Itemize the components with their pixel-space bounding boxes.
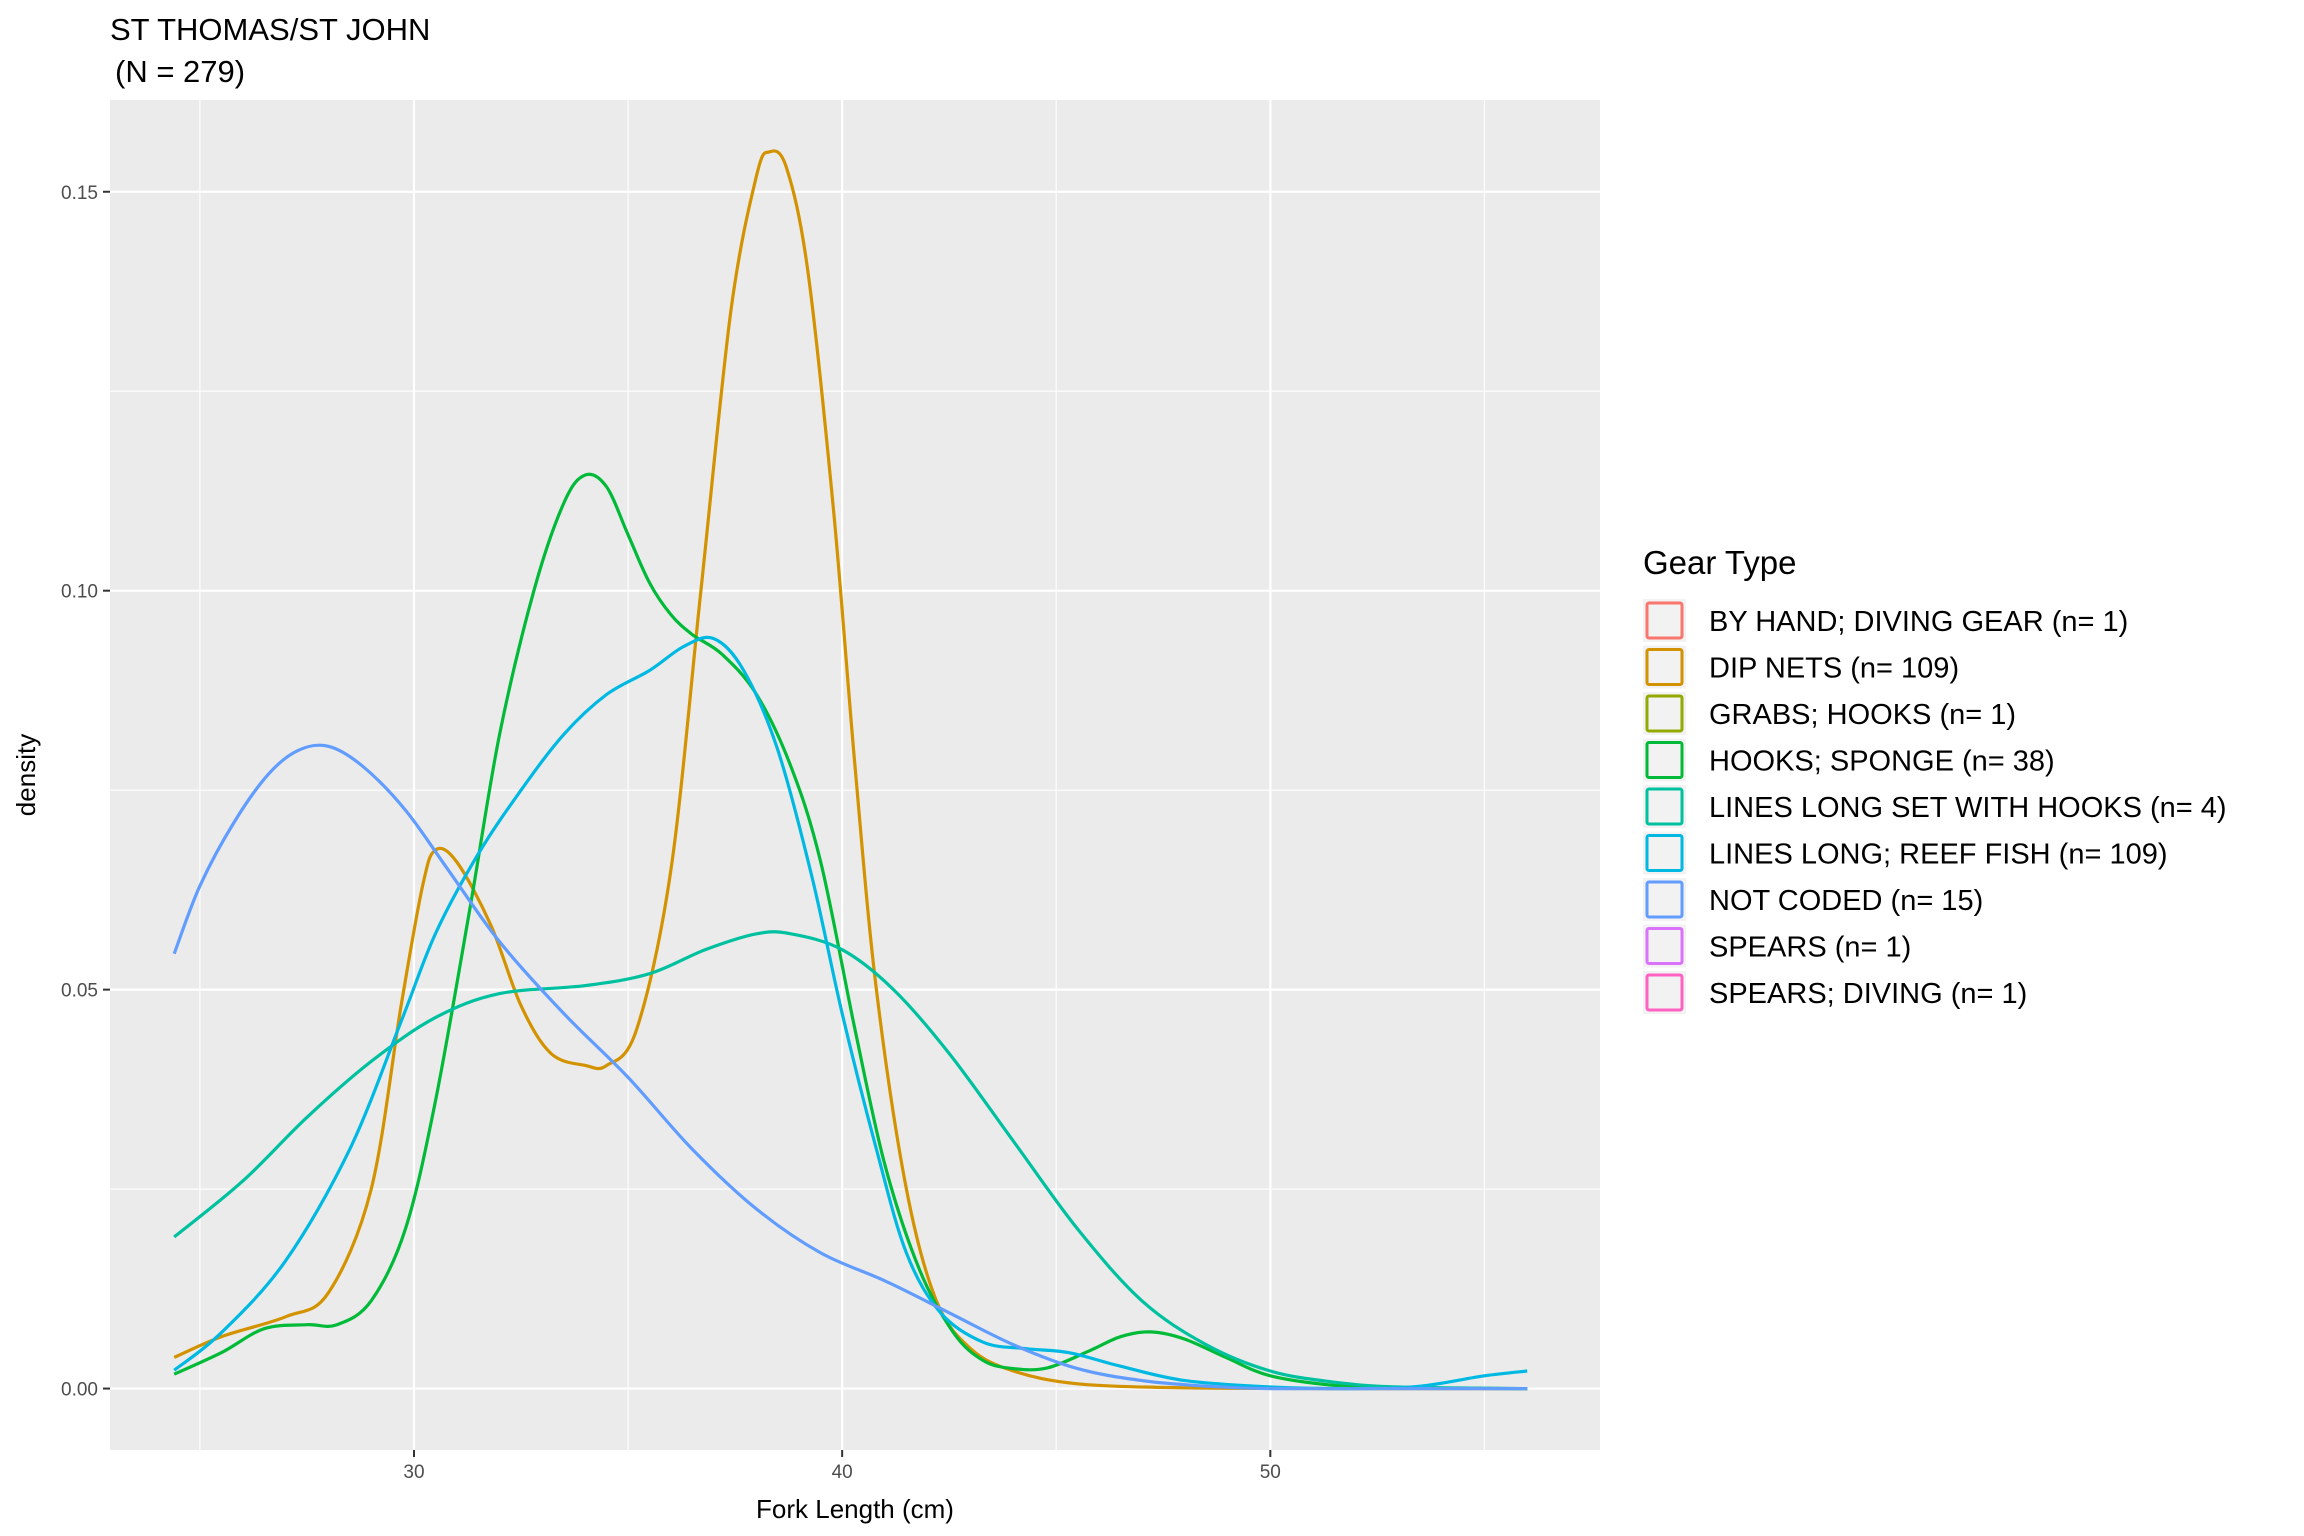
legend-key-swatch <box>1645 880 1684 919</box>
legend-item: DIP NETS (n= 109) <box>1643 645 1959 689</box>
legend-key-background <box>1643 785 1686 828</box>
legend-key-swatch <box>1645 741 1684 779</box>
legend-key-swatch <box>1645 601 1684 640</box>
y-axis-title: density <box>11 734 41 816</box>
y-tick-label: 0.10 <box>61 582 98 603</box>
y-tick-label: 0.15 <box>61 183 98 204</box>
legend-key-background <box>1643 878 1686 921</box>
axes: 30 40 50 0.00 0.05 0.10 0.15 <box>61 183 1281 1483</box>
legend-key-background <box>1643 645 1686 689</box>
density-line-not-coded-n-15 <box>172 743 1528 1391</box>
legend-label: LINES LONG; REEF FISH (n= 109) <box>1709 839 2168 871</box>
legend-item: SPEARS; DIVING (n= 1) <box>1643 971 2027 1014</box>
legend-label: SPEARS (n= 1) <box>1709 932 1911 964</box>
legend-key-swatch <box>1645 787 1684 826</box>
legend-key-swatch <box>1645 694 1684 733</box>
x-tick-label: 30 <box>403 1462 424 1483</box>
legend: BY HAND; DIVING GEAR (n= 1) DIP NETS (n= … <box>1643 599 2227 1014</box>
legend-item: GRABS; HOOKS (n= 1) <box>1643 692 2016 735</box>
density-line-hooks-sponge-n-38 <box>173 472 1528 1391</box>
density-line-lines-long-reef-fish-n-109 <box>173 635 1528 1391</box>
legend-item: NOT CODED (n= 15) <box>1643 878 1983 921</box>
legend-item: SPEARS (n= 1) <box>1643 924 1911 968</box>
legend-label: HOOKS; SPONGE (n= 38) <box>1709 746 2055 778</box>
legend-key-background <box>1643 599 1686 642</box>
legend-key-background <box>1643 692 1686 735</box>
legend-key-background <box>1643 738 1686 782</box>
legend-key-swatch <box>1645 973 1684 1012</box>
legend-key-swatch <box>1645 927 1684 965</box>
x-tick-label: 40 <box>832 1462 853 1483</box>
legend-key-swatch <box>1645 648 1684 686</box>
legend-key-background <box>1643 971 1686 1014</box>
legend-label: SPEARS; DIVING (n= 1) <box>1709 978 2027 1010</box>
legend-label: LINES LONG SET WITH HOOKS (n= 4) <box>1709 792 2227 824</box>
legend-item: LINES LONG; REEF FISH (n= 109) <box>1643 831 2168 875</box>
legend-item: HOOKS; SPONGE (n= 38) <box>1643 738 2055 782</box>
y-tick-label: 0.05 <box>61 981 98 1002</box>
chart-subtitle: (N = 279) <box>115 54 245 89</box>
x-axis-title: Fork Length (cm) <box>756 1494 954 1524</box>
legend-label: BY HAND; DIVING GEAR (n= 1) <box>1709 606 2128 638</box>
legend-key-background <box>1643 831 1686 875</box>
legend-title: Gear Type <box>1643 544 1796 581</box>
legend-item: LINES LONG SET WITH HOOKS (n= 4) <box>1643 785 2227 828</box>
legend-key-swatch <box>1645 834 1684 872</box>
y-tick-label: 0.00 <box>61 1380 98 1401</box>
legend-label: NOT CODED (n= 15) <box>1709 885 1983 917</box>
x-tick-label: 50 <box>1260 1462 1281 1483</box>
density-curves <box>172 149 1528 1391</box>
legend-label: GRABS; HOOKS (n= 1) <box>1709 699 2016 731</box>
legend-label: DIP NETS (n= 109) <box>1709 653 1959 685</box>
legend-key-background <box>1643 924 1686 968</box>
legend-item: BY HAND; DIVING GEAR (n= 1) <box>1643 599 2128 642</box>
grid-lines <box>110 100 1600 1450</box>
chart-title: ST THOMAS/ST JOHN <box>110 12 430 47</box>
